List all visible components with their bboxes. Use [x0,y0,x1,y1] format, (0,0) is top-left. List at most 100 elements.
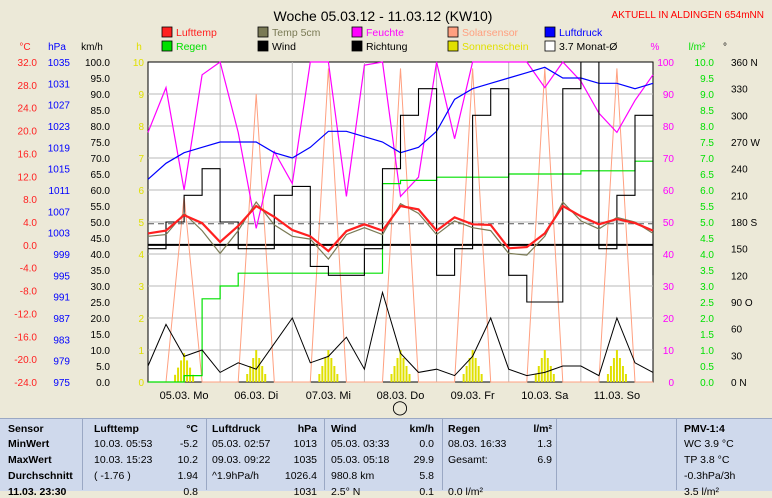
stats-cell: 05.03. 05:18 [331,454,390,466]
tick-label-rain: 7.0 [700,154,714,165]
day-label: 09.03. Fr [451,390,495,402]
legend-swatch [161,26,173,38]
sunshine-bar [174,374,177,382]
stats-cell: 1026.4 [284,470,317,482]
axis-unit-wind: km/h [81,42,103,53]
sunshine-bar [408,374,411,382]
stats-cell: Lufttemp [94,423,139,435]
stats-cell: MaxWert [8,454,52,466]
tick-label-wind: 30.0 [91,282,111,293]
stats-cell: 980.8 km [331,470,375,482]
stats-cell: 1035 [293,454,317,466]
sunshine-bar [549,366,552,382]
tick-label-wind: 100.0 [85,58,110,69]
sunshine-bar [189,367,192,382]
sunshine-bar [606,374,609,382]
tick-label-pressure: 979 [53,357,70,368]
stats-separator [206,418,207,490]
tick-label-wind: 15.0 [91,330,111,341]
tick-label-pressure: 1007 [48,207,71,218]
tick-label-direction: 150 [731,245,748,256]
series-layer [147,61,654,383]
axis-unit-rain: l/m² [689,42,706,53]
sunshine-bar [618,358,621,382]
legend-label: Feuchte [366,27,404,39]
day-label: 08.03. Do [377,390,425,402]
tick-label-humidity: 70 [663,154,675,165]
tick-label-wind: 55.0 [91,202,111,213]
stats-cell: 0.1 [419,486,434,498]
sunshine-bar [462,374,465,382]
tick-label-rain: 9.0 [700,90,714,101]
tick-label-sun: 8 [138,122,144,133]
legend-label: Solarsensor [462,27,519,39]
tick-label-temp: 20.0 [18,127,38,138]
stats-cell: 0.0 [419,438,434,450]
tick-label-direction: 240 [731,165,748,176]
tick-label-rain: 1.0 [700,346,714,357]
sunshine-bar [474,358,477,382]
tick-label-humidity: 20 [663,314,675,325]
tick-label-pressure: 1003 [48,229,71,240]
tick-label-pressure: 1023 [48,122,71,133]
tick-label-sun: 10 [133,58,145,69]
tick-label-humidity: 60 [663,186,675,197]
tick-label-sun: 0 [138,378,144,389]
legend-label: Lufttemp [176,27,217,39]
legend-label: Regen [176,41,207,53]
tick-label-wind: 65.0 [91,170,111,181]
sunshine-bar [552,374,555,382]
tick-label-rain: 5.5 [700,202,714,213]
sunshine-bar [327,350,330,382]
tick-label-pressure: 1019 [48,143,71,154]
stats-cell: 0.8 [183,486,198,498]
stats-panel [0,418,772,491]
stats-cell: 1.94 [177,470,198,482]
tick-label-direction: 0 N [731,378,747,389]
sunshine-bar [396,358,399,382]
tick-label-wind: 20.0 [91,314,111,325]
tick-label-pressure: 1035 [48,58,71,69]
legend-label: Sonnenschein [462,41,529,53]
stats-cell: TP 3.8 °C [684,454,730,466]
tick-label-wind: 45.0 [91,234,111,245]
tick-label-rain: 3.0 [700,282,714,293]
stats-cell: °C [186,423,198,435]
sunshine-bar [246,374,249,382]
tick-label-humidity: 100 [657,58,674,69]
stats-cell: 3.5 l/m² [684,486,720,498]
axis-unit-direction: ° [723,42,727,53]
tick-label-wind: 35.0 [91,266,111,277]
stats-cell: 05.03. 03:33 [331,438,390,450]
tick-label-direction: 90 O [731,298,753,309]
tick-label-rain: 3.5 [700,266,714,277]
tick-label-sun: 5 [138,218,144,229]
legend-swatch [544,40,556,52]
stats-cell: 10.03. 15:23 [94,454,153,466]
stats-cell: WC 3.9 °C [684,438,734,450]
stats-cell: 10.2 [177,454,198,466]
tick-label-rain: 10.0 [695,58,715,69]
stats-cell: 1.3 [537,438,552,450]
tick-label-temp: 0.0 [23,241,37,252]
legend: Lufttemp Temp 5cm Feuchte Solarsensor Luftdr… [161,26,617,53]
tick-label-sun: 2 [138,314,144,325]
tick-label-direction: 120 [731,271,748,282]
tick-label-wind: 95.0 [91,74,111,85]
tick-label-pressure: 999 [53,250,70,261]
sunshine-bar [192,374,195,382]
stats-cell: 0.0 l/m² [448,486,484,498]
stats-cell: l/m² [533,423,552,435]
sunshine-bar [180,360,183,382]
legend-swatch [161,40,173,52]
tick-label-pressure: 1027 [48,101,71,112]
series-line-richtung [148,61,654,303]
sunshine-bar [261,366,264,382]
sunshine-bar [252,358,255,382]
time-marker-icon[interactable]: ◯ [392,399,408,416]
series-line-lufttemp [147,204,654,253]
tick-label-sun: 9 [138,90,144,101]
series-line-solarsensor [148,68,653,383]
tick-label-humidity: 80 [663,122,675,133]
chart-title: Woche 05.03.12 - 11.03.12 (KW10) [274,8,493,24]
